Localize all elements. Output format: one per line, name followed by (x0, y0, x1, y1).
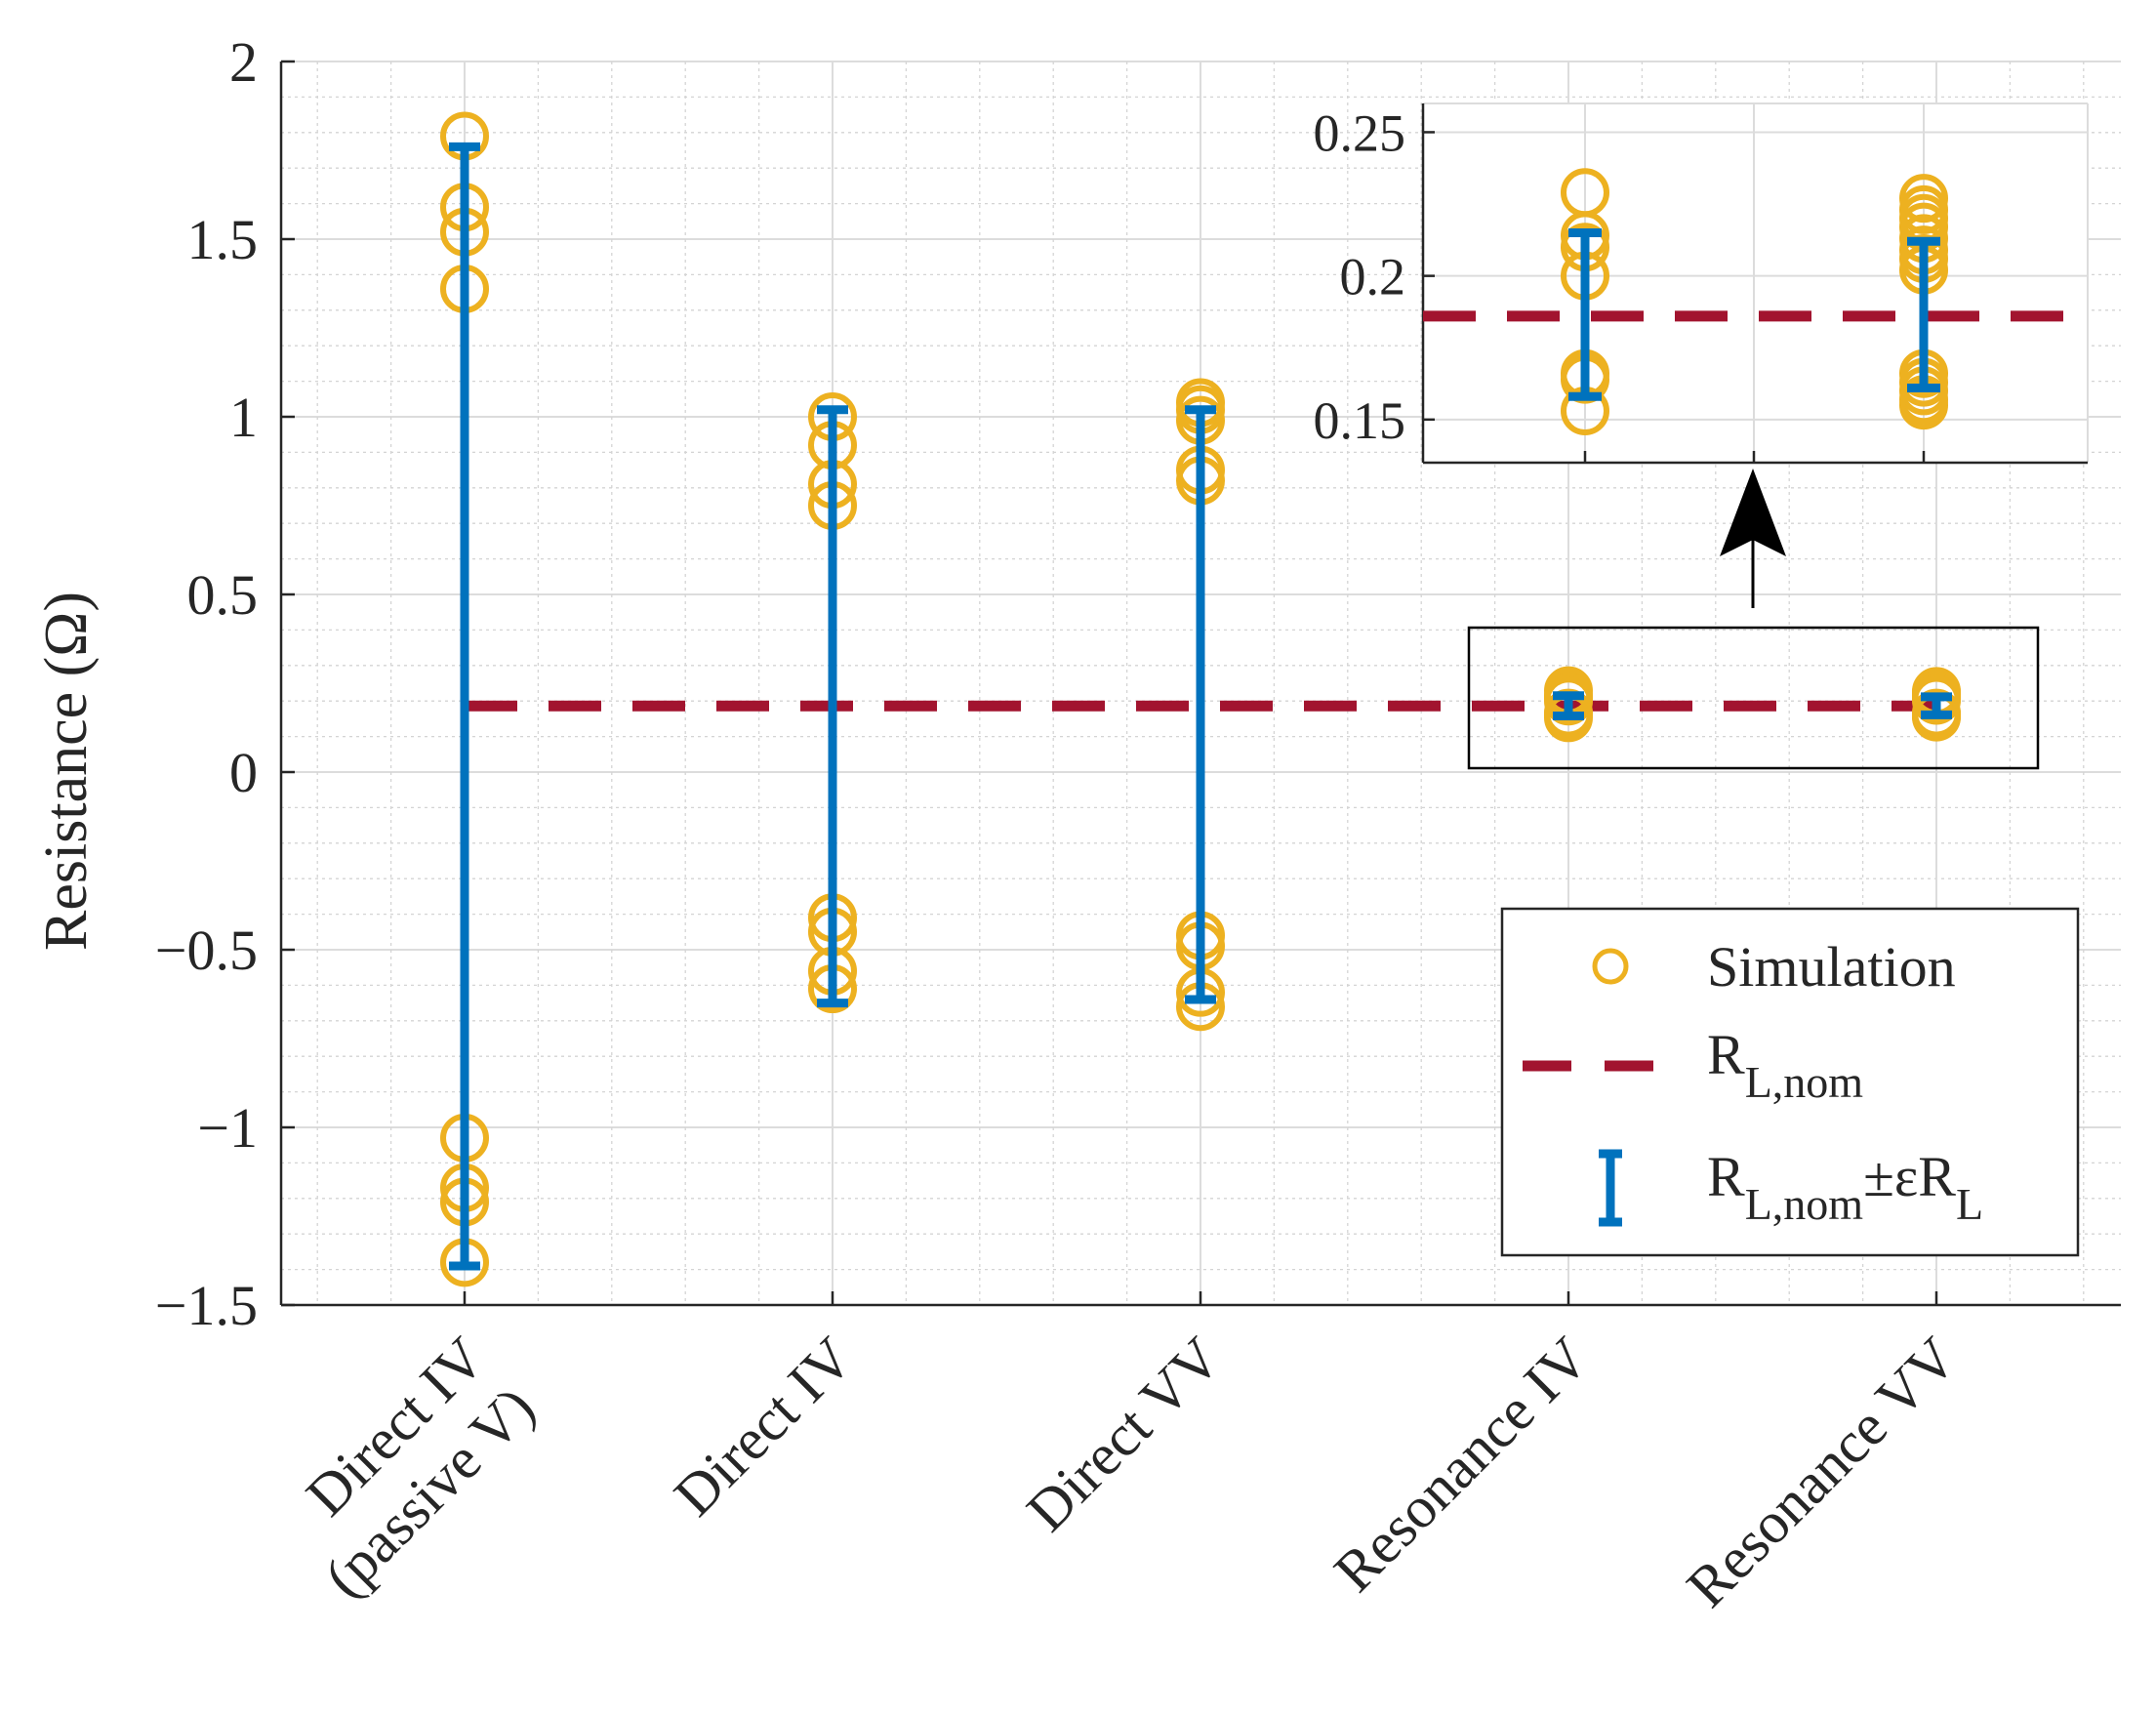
category-label: Resonance IV (1322, 1326, 1601, 1605)
errorbar (449, 142, 480, 1271)
y-tick-label: 0.5 (187, 563, 259, 627)
main-axes (279, 60, 2121, 1307)
inset-background (1423, 103, 2088, 463)
y-tick-label: −1 (197, 1096, 258, 1160)
inset-y-tick-label: 0.25 (1314, 103, 1406, 162)
inset-errorbar (1907, 236, 1940, 392)
main-marks (440, 111, 1961, 1287)
category-label-line: Resonance VV (1675, 1326, 1970, 1620)
inset-chart: 0.25 0.2 0.15 (1314, 102, 2089, 465)
category-labels: Direct IV(passive V) Direct IV Direct VV Re… (294, 1326, 1970, 1620)
legend-symbol-errorbar (1599, 1149, 1622, 1227)
category-label: Direct IV (662, 1326, 865, 1529)
simulation-point (1544, 676, 1593, 726)
y-tick-label: −0.5 (155, 918, 258, 982)
errorbar (817, 405, 848, 1008)
simulation-point (1912, 675, 1961, 725)
category-label-line: Direct VV (1014, 1326, 1233, 1544)
inset-y-tick-label: 0.15 (1314, 391, 1406, 450)
y-tick-label: 1.5 (187, 208, 259, 271)
y-tick-label: 1 (229, 386, 258, 449)
category-label-line: Direct IV (662, 1326, 865, 1529)
legend-label-simulation: Simulation (1707, 935, 1956, 999)
y-tick-label: −1.5 (155, 1274, 258, 1337)
zoom-highlight-box (1467, 626, 2040, 770)
legend-label-part: L (1956, 1179, 1983, 1229)
errorbar (1553, 691, 1584, 720)
legend-symbol-simulation (1592, 948, 1629, 985)
inset-errorbar (1568, 227, 1602, 401)
errorbar (1185, 405, 1216, 1004)
legend-label-part: L,nom (1745, 1179, 1864, 1229)
legend-box (1500, 907, 2080, 1257)
legend-label-part: R (1707, 1145, 1745, 1208)
y-tick-label: 0 (229, 741, 258, 804)
arrow-head (1720, 469, 1786, 556)
inset-y-tick-label: 0.2 (1340, 248, 1406, 306)
category-label-line: Resonance IV (1322, 1326, 1601, 1605)
y-tick-label: 2 (229, 30, 258, 94)
y-axis-title: Resistance (Ω) (33, 592, 100, 951)
legend-label-part: R (1707, 1023, 1745, 1086)
errorbar (1921, 692, 1952, 719)
y-tick-labels: 2 1.5 1 0.5 0 −0.5 −1 −1.5 (155, 30, 258, 1337)
category-label: Direct IV(passive V) (294, 1326, 547, 1610)
legend-label-errorbar: RL,nom±εRL (1707, 1145, 1983, 1229)
legend-label-nominal: RL,nom (1707, 1023, 1863, 1107)
legend-label-part: L,nom (1745, 1057, 1864, 1107)
zoom-rectangle (1467, 626, 2040, 770)
legend-label-part: ±εR (1863, 1145, 1956, 1208)
zoom-arrow (1720, 469, 1786, 608)
category-label: Direct VV (1014, 1326, 1233, 1544)
category-label: Resonance VV (1675, 1326, 1970, 1620)
